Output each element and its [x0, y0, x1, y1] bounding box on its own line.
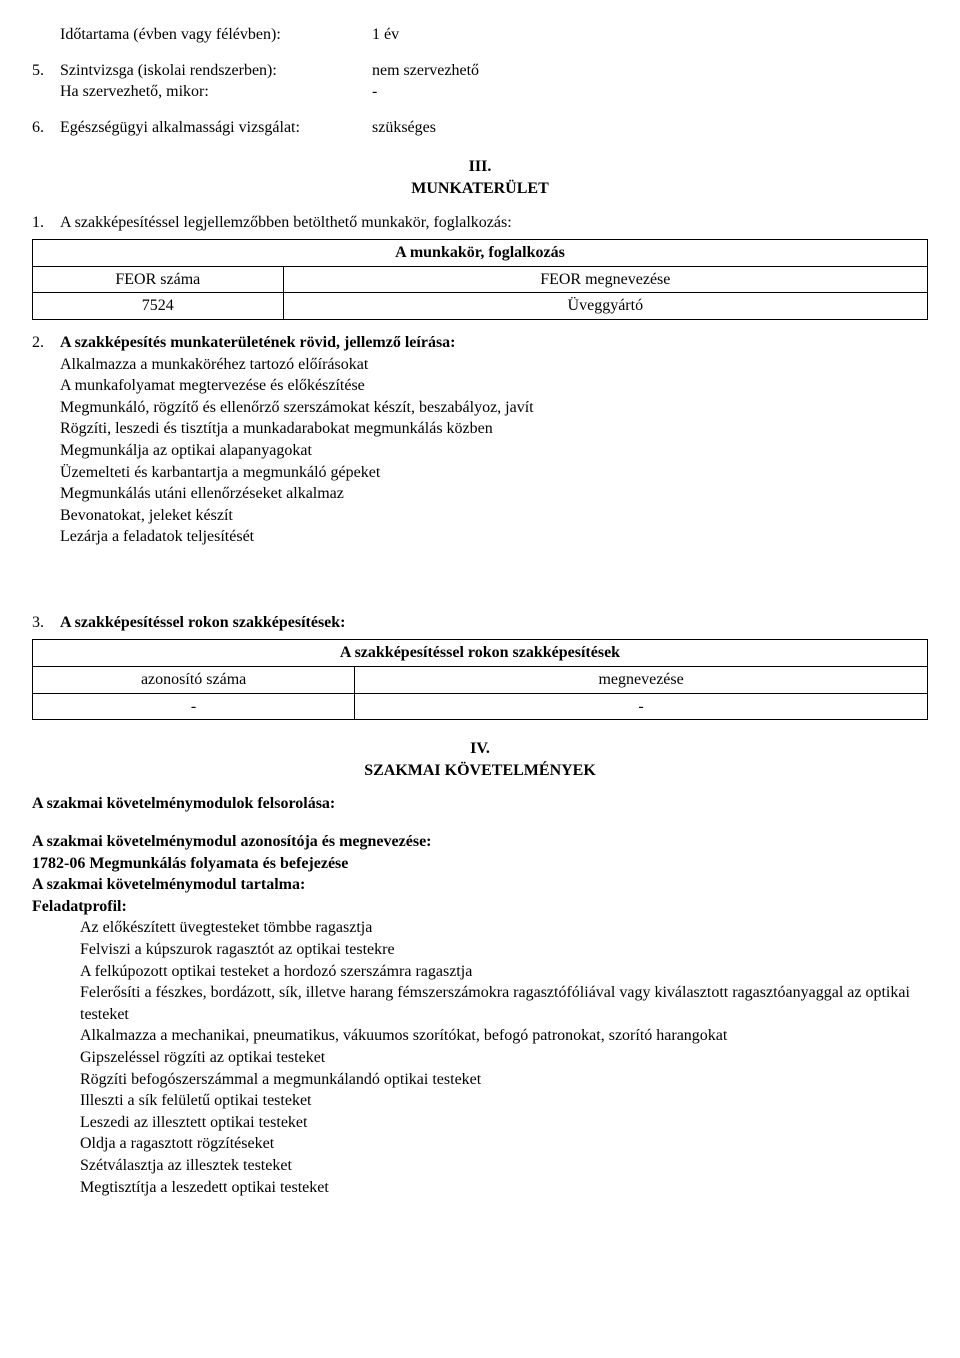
task-line: Felerősíti a fészkes, bordázott, sík, il…	[80, 982, 928, 1025]
task-line: Az előkészített üvegtesteket tömbbe raga…	[80, 917, 928, 939]
task-line: Szétválasztja az illesztek testeket	[80, 1155, 928, 1177]
task-line: Gipszeléssel rögzíti az optikai testeket	[80, 1047, 928, 1069]
section-4-name: SZAKMAI KÖVETELMÉNYEK	[364, 762, 596, 779]
task-line: Alkalmazza a mechanikai, pneumatikus, vá…	[80, 1025, 928, 1047]
description-lines: Alkalmazza a munkaköréhez tartozó előírá…	[32, 354, 928, 548]
section3-item2-text: A szakképesítés munkaterületének rövid, …	[60, 332, 456, 354]
task-line: Leszedi az illesztett optikai testeket	[80, 1112, 928, 1134]
health-label: Egészségügyi alkalmassági vizsgálat:	[60, 117, 372, 139]
feor-col1-header: FEOR száma	[33, 266, 284, 293]
item-number-5: 5.	[32, 60, 60, 82]
exam-label: Szintvizsga (iskolai rendszerben):	[60, 60, 372, 82]
task-line: Oldja a ragasztott rögzítéseket	[80, 1133, 928, 1155]
exam-row: 5. Szintvizsga (iskolai rendszerben): ne…	[32, 60, 928, 82]
description-line: Üzemelteti és karbantartja a megmunkáló …	[60, 462, 928, 484]
health-row: 6. Egészségügyi alkalmassági vizsgálat: …	[32, 117, 928, 139]
description-line: A munkafolyamat megtervezése és előkészí…	[60, 375, 928, 397]
exam-when-value: -	[372, 81, 928, 103]
feor-col2-header: FEOR megnevezése	[283, 266, 927, 293]
item-number-2: 2.	[32, 332, 60, 354]
duration-value: 1 év	[372, 24, 928, 46]
task-lines: Az előkészített üvegtesteket tömbbe raga…	[32, 917, 928, 1198]
item-number-1: 1.	[32, 212, 60, 234]
duration-label: Időtartama (évben vagy félévben):	[32, 24, 372, 46]
exam-when-label: Ha szervezhető, mikor:	[60, 81, 372, 103]
modules-list-heading: A szakmai követelménymodulok felsorolása…	[32, 793, 928, 815]
task-line: Illeszti a sík felületű optikai testeket	[80, 1090, 928, 1112]
exam-when-row: Ha szervezhető, mikor: -	[32, 81, 928, 103]
feor-table: A munkakör, foglalkozás FEOR száma FEOR …	[32, 239, 928, 320]
task-line: Megtisztítja a leszedett optikai testeke…	[80, 1177, 928, 1199]
description-line: Bevonatokat, jeleket készít	[60, 505, 928, 527]
feor-code: 7524	[33, 293, 284, 320]
description-line: Lezárja a feladatok teljesítését	[60, 526, 928, 548]
module-id-line: 1782-06 Megmunkálás folyamata és befejez…	[32, 853, 928, 875]
description-line: Rögzíti, leszedi és tisztítja a munkadar…	[60, 418, 928, 440]
feor-table-header: A munkakör, foglalkozás	[33, 240, 928, 267]
module-content-heading: A szakmai követelménymodul tartalma:	[32, 874, 928, 896]
description-line: Megmunkálja az optikai alapanyagokat	[60, 440, 928, 462]
health-value: szükséges	[372, 117, 928, 139]
description-line: Megmunkáló, rögzítő és ellenőrző szerszá…	[60, 397, 928, 419]
related-table: A szakképesítéssel rokon szakképesítések…	[32, 639, 928, 720]
section3-item2: 2. A szakképesítés munkaterületének rövi…	[32, 332, 928, 354]
section3-item3-text: A szakképesítéssel rokon szakképesítések…	[60, 612, 346, 634]
module-id-heading: A szakmai követelménymodul azonosítója é…	[32, 831, 928, 853]
related-col1-header: azonosító száma	[33, 667, 355, 694]
related-table-header: A szakképesítéssel rokon szakképesítések	[33, 640, 928, 667]
description-line: Megmunkálás utáni ellenőrzéseket alkalma…	[60, 483, 928, 505]
task-line: Rögzíti befogószerszámmal a megmunkáland…	[80, 1069, 928, 1091]
task-line: A felkúpozott optikai testeket a hordozó…	[80, 961, 928, 983]
section-3-title: III. MUNKATERÜLET	[32, 156, 928, 199]
task-profile-heading: Feladatprofil:	[32, 896, 928, 918]
feor-name: Üveggyártó	[283, 293, 927, 320]
section-4-roman: IV.	[32, 738, 928, 760]
item-number-6: 6.	[32, 117, 60, 139]
task-line: Felviszi a kúpszurok ragasztót az optika…	[80, 939, 928, 961]
section-3-roman: III.	[32, 156, 928, 178]
item-number-3: 3.	[32, 612, 60, 634]
description-line: Alkalmazza a munkaköréhez tartozó előírá…	[60, 354, 928, 376]
section3-item1-text: A szakképesítéssel legjellemzőbben betöl…	[60, 212, 512, 234]
related-col2-header: megnevezése	[355, 667, 928, 694]
section3-item3: 3. A szakképesítéssel rokon szakképesíté…	[32, 612, 928, 634]
related-c2: -	[355, 693, 928, 720]
section3-item1: 1. A szakképesítéssel legjellemzőbben be…	[32, 212, 928, 234]
section-3-name: MUNKATERÜLET	[411, 180, 549, 197]
related-c1: -	[33, 693, 355, 720]
section-4-title: IV. SZAKMAI KÖVETELMÉNYEK	[32, 738, 928, 781]
duration-row: Időtartama (évben vagy félévben): 1 év	[32, 24, 928, 46]
exam-value: nem szervezhető	[372, 60, 928, 82]
